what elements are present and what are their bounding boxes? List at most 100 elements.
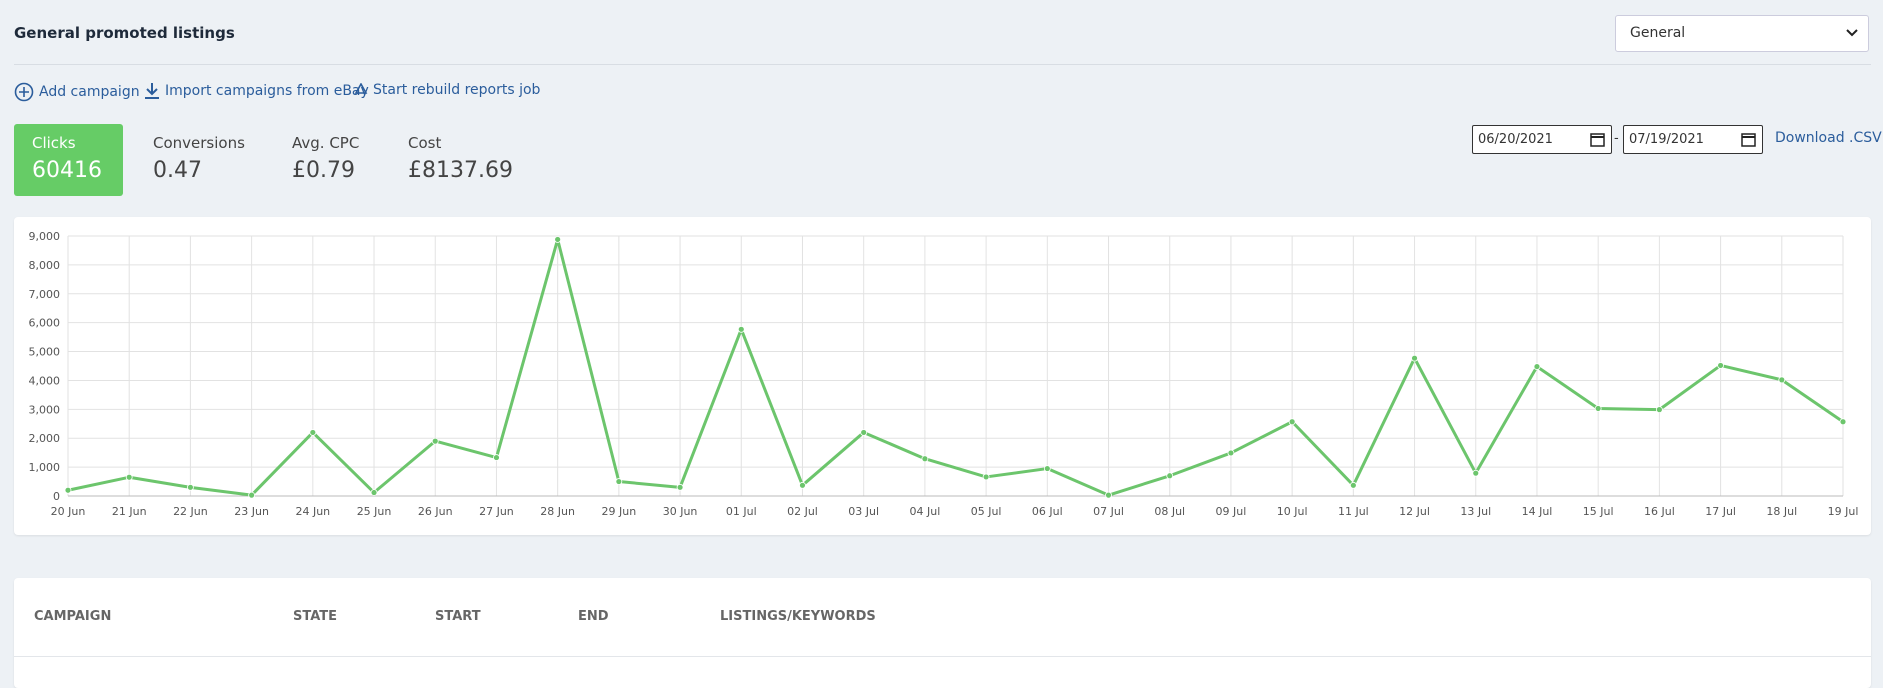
table-header: CAMPAIGN xyxy=(34,609,112,624)
x-tick-label: 05 Jul xyxy=(971,505,1002,518)
point xyxy=(125,473,133,481)
stat-value: £0.79 xyxy=(292,158,355,183)
point xyxy=(493,454,500,461)
point xyxy=(1288,418,1296,426)
point xyxy=(1166,472,1174,480)
date-from[interactable]: 06/20/2021 xyxy=(1472,125,1612,154)
stat-clicks[interactable]: Clicks 60416 xyxy=(14,124,123,196)
point xyxy=(248,491,256,499)
point xyxy=(370,489,378,496)
stat-label: Cost xyxy=(408,134,442,152)
stat-conversions[interactable]: Conversions 0.47 xyxy=(135,124,263,196)
x-tick-label: 20 Jun xyxy=(51,505,86,518)
point xyxy=(799,481,806,489)
page-title: General promoted listings xyxy=(14,24,235,42)
rebuild-reports[interactable]: Start rebuild reports job xyxy=(354,82,540,98)
point xyxy=(554,236,562,243)
calendar-icon xyxy=(1590,133,1605,147)
y-tick-label: 3,000 xyxy=(29,403,61,416)
chart: 0 1,000 2,000 3,000 4,000 5,000 6,000 7,000 8,00… xyxy=(29,230,1859,518)
recycle-icon xyxy=(354,83,368,94)
date-text: 06/20/2021 xyxy=(1478,132,1553,147)
divider xyxy=(14,64,1871,65)
chevron-icon xyxy=(1846,29,1858,37)
x-tick-label: 09 Jul xyxy=(1216,505,1247,518)
table-header: START xyxy=(435,609,481,624)
action-label: Add campaign xyxy=(39,84,140,100)
action-label: Import campaigns from eBay xyxy=(165,83,369,99)
x-tick-label: 04 Jul xyxy=(910,505,941,518)
point xyxy=(1105,491,1112,499)
point xyxy=(1717,362,1724,369)
x-tick-label: 26 Jun xyxy=(418,505,453,518)
x-tick-label: 01 Jul xyxy=(726,505,757,518)
y-tick-label: 6,000 xyxy=(29,317,61,330)
x-tick-label: 08 Jul xyxy=(1154,505,1185,518)
x-tick-label: 12 Jul xyxy=(1399,505,1430,518)
x-tick-label: 02 Jul xyxy=(787,505,818,518)
point xyxy=(1472,469,1480,477)
point xyxy=(1655,406,1663,414)
x-tick-label: 10 Jul xyxy=(1277,505,1308,518)
download-csv[interactable]: Download .CSV xyxy=(1775,130,1882,146)
point xyxy=(921,455,929,463)
action-label: Start rebuild reports job xyxy=(373,82,541,98)
y-tick-label: 0 xyxy=(53,490,60,503)
x-tick-label: 13 Jul xyxy=(1460,505,1491,518)
point xyxy=(309,429,317,436)
x-tick-label: 29 Jun xyxy=(602,505,637,518)
x-tick-label: 07 Jul xyxy=(1093,505,1124,518)
table-divider xyxy=(14,656,1871,657)
x-tick-label: 11 Jul xyxy=(1338,505,1369,518)
y-tick-label: 2,000 xyxy=(29,432,61,445)
stat-cpc[interactable]: Avg. CPC £0.79 xyxy=(274,124,377,196)
point xyxy=(1411,354,1418,362)
add-campaign[interactable]: Add campaign xyxy=(14,82,140,102)
point xyxy=(64,486,72,494)
x-tick-label: 21 Jun xyxy=(112,505,147,518)
y-tick-label: 7,000 xyxy=(29,288,61,301)
plus-icon xyxy=(14,82,34,102)
y-tick-label: 5,000 xyxy=(29,346,61,359)
x-tick-label: 24 Jun xyxy=(295,505,330,518)
line xyxy=(67,237,1844,497)
y-tick-label: 4,000 xyxy=(29,374,61,387)
x-tick-label: 23 Jun xyxy=(234,505,269,518)
stat-value: 60416 xyxy=(32,158,102,183)
x-tick-label: 17 Jul xyxy=(1705,505,1736,518)
x-tick-label: 27 Jun xyxy=(479,505,514,518)
x-tick-label: 06 Jul xyxy=(1032,505,1063,518)
table-header: LISTINGS/KEYWORDS xyxy=(720,609,876,624)
y-tick-label: 1,000 xyxy=(29,461,61,474)
point xyxy=(860,429,868,436)
import-campaigns[interactable]: Import campaigns from eBay xyxy=(144,82,369,100)
y-tick-label: 9,000 xyxy=(29,230,61,243)
date-to[interactable]: 07/19/2021 xyxy=(1623,125,1763,154)
point xyxy=(187,483,194,491)
stat-cost[interactable]: Cost £8137.69 xyxy=(390,124,531,196)
x-tick-label: 15 Jul xyxy=(1583,505,1614,518)
point xyxy=(615,478,623,485)
x-tick-label: 18 Jul xyxy=(1766,505,1797,518)
chart-card: 0 1,000 2,000 3,000 4,000 5,000 6,000 7,000 8,00… xyxy=(14,217,1871,535)
select-value: General xyxy=(1630,25,1686,41)
stat-label: Conversions xyxy=(153,134,245,152)
campaign-select[interactable]: General xyxy=(1615,15,1869,52)
stat-value: £8137.69 xyxy=(408,158,513,183)
table-header: STATE xyxy=(293,609,338,624)
point xyxy=(431,437,439,445)
date-separator: - xyxy=(1614,131,1619,146)
point xyxy=(1594,405,1602,412)
stat-label: Clicks xyxy=(32,134,76,152)
table-header: END xyxy=(578,609,609,624)
point xyxy=(1778,376,1786,384)
x-tick-label: 03 Jul xyxy=(848,505,879,518)
x-tick-label: 14 Jul xyxy=(1522,505,1553,518)
stat-value: 0.47 xyxy=(153,158,202,183)
point xyxy=(737,325,745,333)
y-tick-label: 8,000 xyxy=(29,259,61,272)
x-tick-label: 30 Jun xyxy=(663,505,698,518)
x-tick-label: 16 Jul xyxy=(1644,505,1675,518)
point xyxy=(982,473,990,481)
